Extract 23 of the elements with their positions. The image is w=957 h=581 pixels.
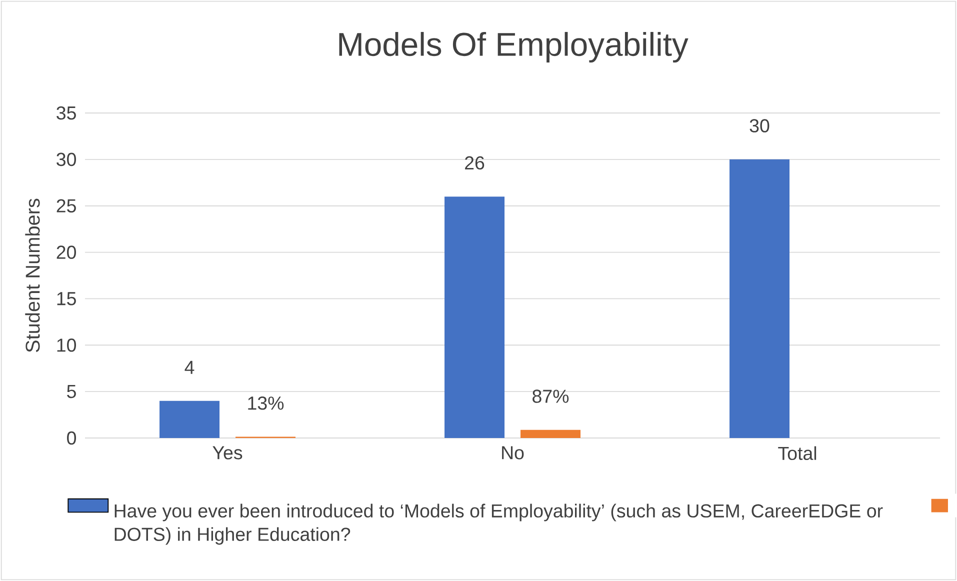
y-tick-label: 35 xyxy=(56,106,76,120)
chart-title: Models Of Employability xyxy=(339,32,688,63)
y-axis-title: Student Numbers xyxy=(25,198,40,352)
y-tick-label: 15 xyxy=(57,292,76,306)
x-tick-label: No xyxy=(502,446,524,460)
data-label: 26 xyxy=(465,156,484,170)
bar xyxy=(444,196,505,438)
y-tick-label: 25 xyxy=(56,199,76,212)
y-tick-label: 10 xyxy=(57,338,76,352)
data-label: 30 xyxy=(750,119,770,132)
bar xyxy=(160,400,220,438)
data-label: 87% xyxy=(532,390,569,403)
bar xyxy=(520,430,581,438)
legend-label: Have you ever been introduced to ‘Models of Employability’ (such as USEM, CareerEDGE or DOTS) in Higher Education? xyxy=(114,504,883,545)
x-tick-label: Yes xyxy=(212,446,242,460)
y-tick-label: 5 xyxy=(67,385,76,398)
y-tick-label: 0 xyxy=(67,431,76,445)
y-tick-label: 20 xyxy=(56,246,76,259)
data-label: 13% xyxy=(248,396,284,410)
x-tick-label: Total xyxy=(778,446,816,460)
y-tick-label: 30 xyxy=(56,152,76,166)
data-label: 4 xyxy=(184,360,194,374)
bar xyxy=(730,159,790,438)
